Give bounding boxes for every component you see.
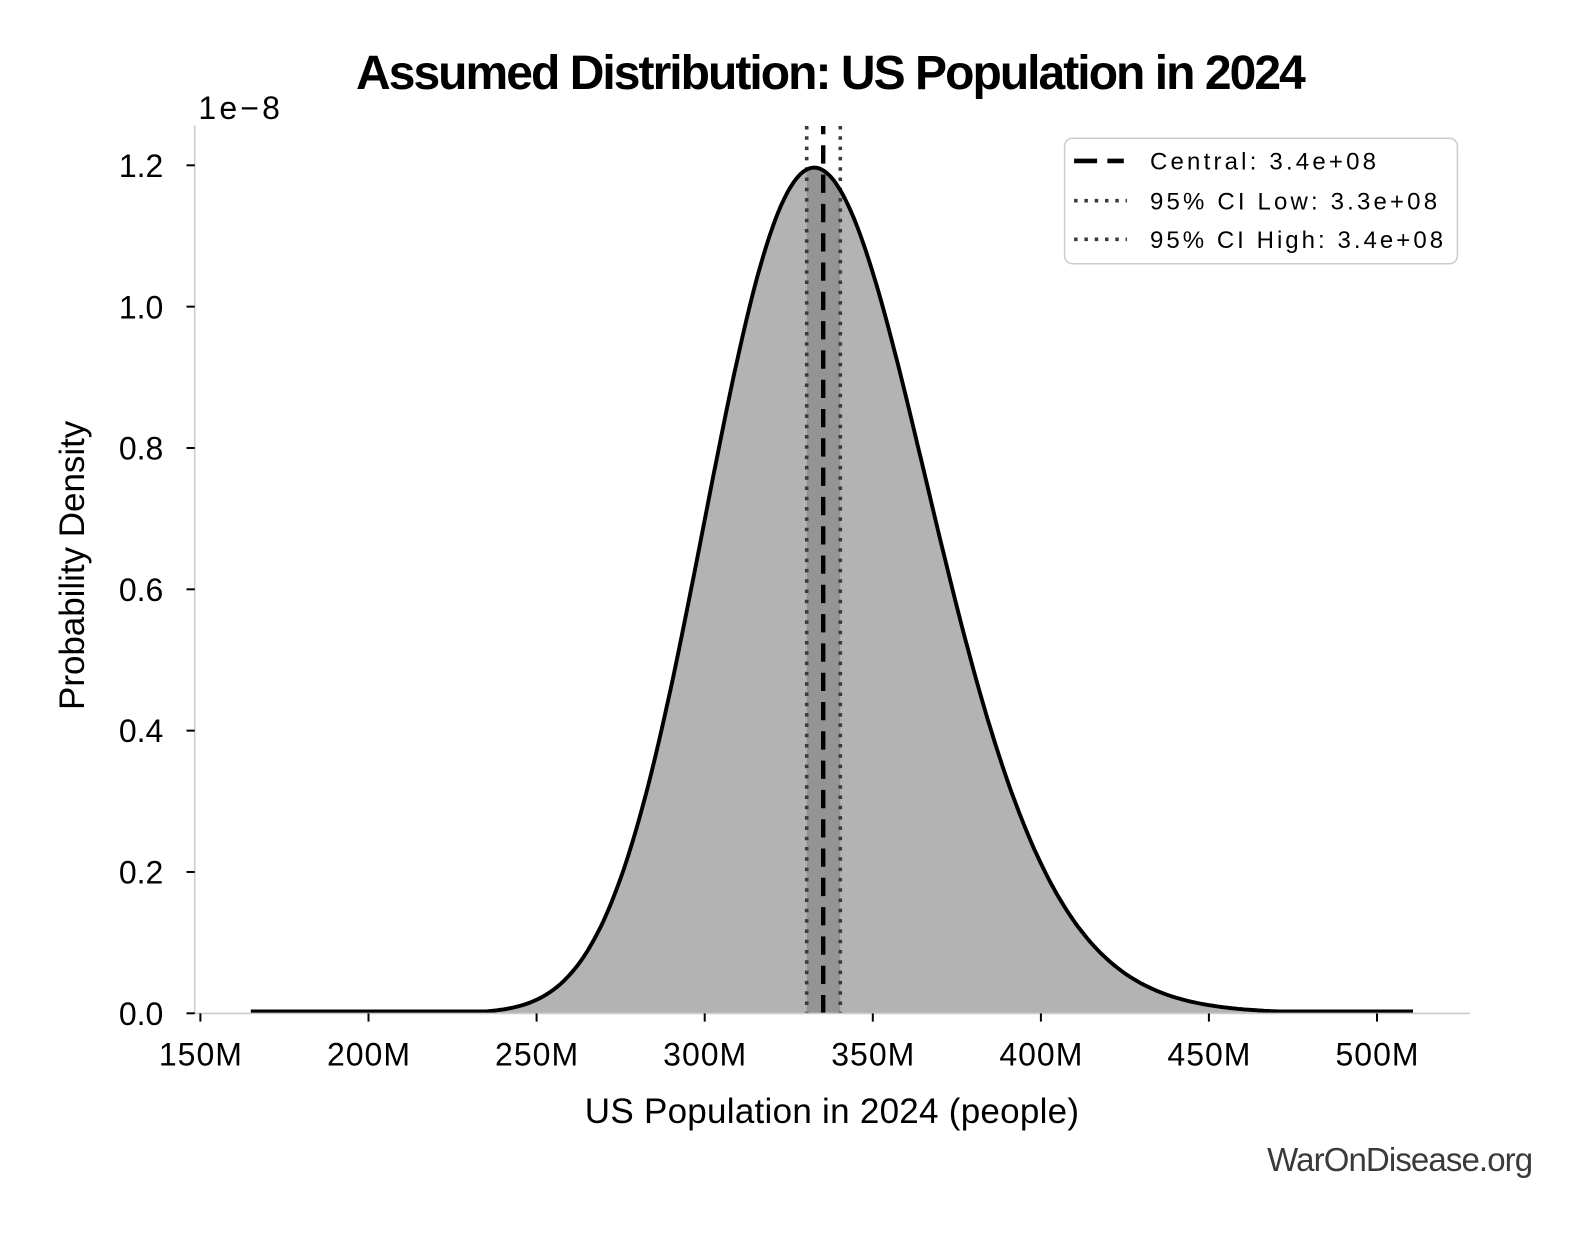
svg-text:0.6: 0.6 [119, 572, 163, 608]
svg-text:250M: 250M [495, 1037, 579, 1073]
svg-text:Probability Density: Probability Density [53, 420, 92, 710]
svg-text:1.2: 1.2 [119, 148, 163, 184]
svg-text:0.0: 0.0 [119, 996, 163, 1032]
svg-text:350M: 350M [831, 1037, 915, 1073]
svg-text:US Population in 2024 (people): US Population in 2024 (people) [585, 1092, 1080, 1131]
svg-text:WarOnDisease.org: WarOnDisease.org [1267, 1141, 1532, 1178]
svg-text:Central: 3.4e+08: Central: 3.4e+08 [1150, 149, 1379, 176]
svg-text:500M: 500M [1336, 1037, 1420, 1073]
svg-text:95% CI Low: 3.3e+08: 95% CI Low: 3.3e+08 [1150, 188, 1440, 215]
svg-text:0.2: 0.2 [119, 855, 163, 891]
svg-text:0.4: 0.4 [119, 713, 163, 749]
svg-text:150M: 150M [159, 1037, 243, 1073]
svg-text:400M: 400M [999, 1037, 1083, 1073]
svg-text:1.0: 1.0 [119, 289, 163, 325]
svg-text:0.8: 0.8 [119, 431, 163, 467]
svg-text:95% CI High: 3.4e+08: 95% CI High: 3.4e+08 [1150, 227, 1446, 254]
svg-text:1e−8: 1e−8 [198, 90, 283, 126]
svg-text:Assumed Distribution: US Popul: Assumed Distribution: US Population in 2… [356, 47, 1306, 100]
svg-text:450M: 450M [1167, 1037, 1251, 1073]
svg-text:300M: 300M [663, 1037, 747, 1073]
svg-text:200M: 200M [327, 1037, 411, 1073]
